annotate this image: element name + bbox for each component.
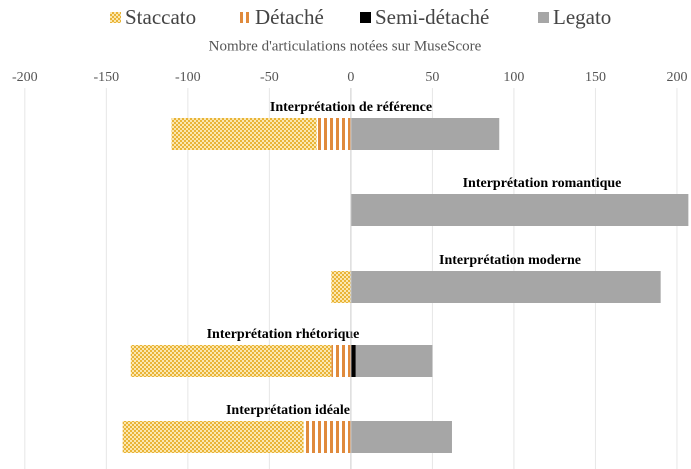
bar-segment <box>130 345 332 377</box>
legend-swatch <box>110 12 121 23</box>
bar-segment <box>350 421 452 453</box>
bar-segment <box>303 421 351 453</box>
bar-segment <box>355 345 433 377</box>
legend-swatch <box>538 12 549 23</box>
x-tick-label: 0 <box>347 70 354 85</box>
x-tick-label: 200 <box>666 70 687 85</box>
category-label: Interprétation rhétorique <box>207 327 360 342</box>
bar-segment <box>316 118 351 150</box>
legend-swatch <box>240 12 251 23</box>
category-label: Interprétation moderne <box>439 253 581 268</box>
legend-label: Détaché <box>255 5 324 29</box>
x-tick-label: -150 <box>94 70 120 85</box>
bar-segment <box>350 118 500 150</box>
bar-segment <box>350 271 661 303</box>
bar-segment <box>171 118 317 150</box>
bar-segment <box>331 271 351 303</box>
subtitle: Nombre d'articulations notées sur MuseSc… <box>209 38 482 54</box>
bar-segment <box>350 345 356 377</box>
x-tick-label: -50 <box>260 70 279 85</box>
bar-segment <box>331 345 351 377</box>
legend-label: Legato <box>553 5 611 29</box>
x-tick-label: 50 <box>425 70 439 85</box>
category-label: Interprétation romantique <box>463 176 622 191</box>
legend-label: Semi-détaché <box>375 5 489 29</box>
x-tick-label: 150 <box>585 70 606 85</box>
bar-segment <box>122 421 304 453</box>
x-tick-label: -100 <box>175 70 201 85</box>
category-label: Interprétation idéale <box>226 403 350 418</box>
legend-label: Staccato <box>125 5 196 29</box>
x-tick-label: 100 <box>503 70 524 85</box>
x-tick-label: -200 <box>12 70 38 85</box>
legend-swatch <box>360 12 371 23</box>
bar-segment <box>350 194 689 226</box>
